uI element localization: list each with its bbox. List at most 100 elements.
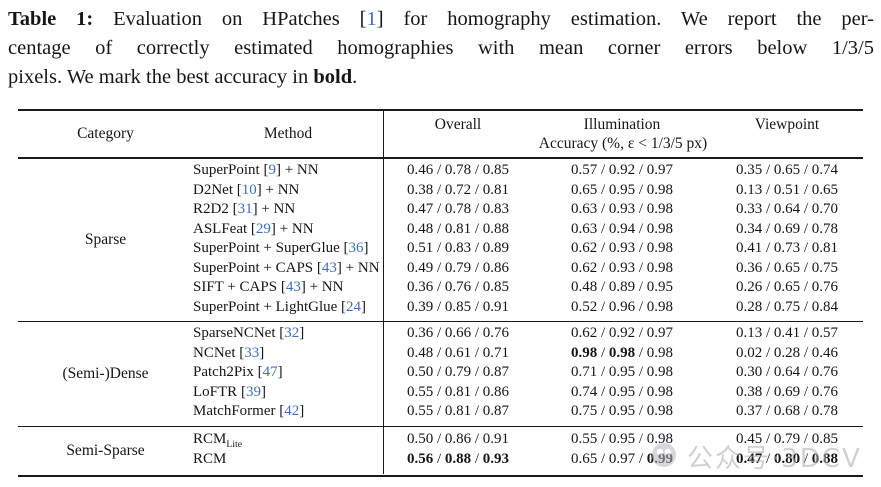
illumination-value-cell: 0.63 / 0.93 / 0.98 [570, 201, 674, 217]
method-cell: NCNet [33] [193, 344, 265, 361]
table-bottom-rule [18, 474, 863, 477]
viewpoint-value-cell: 0.13 / 0.51 / 0.65 [735, 181, 839, 198]
citation-link[interactable]: 43 [285, 279, 301, 295]
method-cell: RCM [193, 450, 227, 467]
viewpoint-value-cell: 0.33 / 0.64 / 0.70 [735, 201, 839, 217]
illumination-value-cell: 0.75 / 0.95 / 0.98 [570, 403, 674, 420]
overall-value-cell: 0.48 / 0.61 / 0.71 [406, 344, 510, 361]
illumination-value-cell: 0.48 / 0.89 / 0.95 [570, 279, 674, 295]
illumination-value-cell: 0.71 / 0.95 / 0.98 [570, 364, 674, 381]
overall-value-cell: 0.39 / 0.85 / 0.91 [406, 298, 510, 315]
viewpoint-value-cell: 0.34 / 0.69 / 0.78 [735, 220, 839, 237]
table-header-row: Category Method Overall Illumination Vie… [18, 111, 863, 157]
illumination-value-cell: 0.52 / 0.96 / 0.98 [570, 298, 674, 315]
citation-link[interactable]: 42 [284, 403, 300, 420]
viewpoint-value-cell: 0.38 / 0.69 / 0.76 [735, 383, 839, 400]
citation-link[interactable]: 39 [245, 383, 261, 400]
illumination-value-cell: 0.63 / 0.94 / 0.98 [570, 220, 674, 237]
citation-link[interactable]: 36 [348, 240, 364, 256]
overall-value-cell: 0.38 / 0.72 / 0.81 [406, 181, 510, 198]
table-top-rule [18, 109, 863, 111]
overall-value-cell: 0.50 / 0.79 / 0.87 [406, 364, 510, 381]
table-section: Sparse SuperPoint [9] + NN 0.46 / 0.78 / 0… [18, 159, 863, 321]
viewpoint-value-cell: 0.26 / 0.65 / 0.76 [735, 279, 839, 295]
category-label: (Semi-)Dense [62, 364, 149, 382]
overall-value-cell: 0.56 / 0.88 / 0.93 [406, 450, 510, 467]
illumination-value-cell: 0.62 / 0.93 / 0.98 [570, 259, 674, 276]
illumination-value-cell: 0.98 / 0.98 / 0.98 [570, 344, 674, 361]
header-metric-group: Overall Illumination Viewpoint Accuracy … [383, 111, 863, 157]
caption-line: Table 1: Evaluation on HPatches [1] for … [8, 8, 874, 30]
overall-value-cell: 0.50 / 0.86 / 0.91 [406, 430, 510, 447]
table-caption: Table 1: Evaluation on HPatches [1] for … [8, 5, 874, 92]
method-cell: R2D2 [31] + NN [193, 201, 296, 217]
header-bottom-rule [18, 157, 863, 159]
header-overall: Overall [434, 115, 482, 133]
citation-link[interactable]: 43 [321, 259, 337, 276]
header-accuracy-note: Accuracy (%, ε < 1/3/5 px) [538, 134, 708, 152]
viewpoint-value-cell: 0.28 / 0.75 / 0.84 [735, 298, 839, 315]
category-label: Sparse [84, 231, 127, 248]
column-divider [383, 111, 384, 474]
illumination-value-cell: 0.62 / 0.92 / 0.97 [570, 325, 674, 342]
viewpoint-value-cell: 0.47 / 0.80 / 0.88 [735, 450, 839, 467]
method-cell: SuperPoint + SuperGlue [36] [193, 240, 369, 256]
viewpoint-value-cell: 0.37 / 0.68 / 0.78 [735, 403, 839, 420]
method-cell: RCMLite [193, 430, 243, 450]
viewpoint-value-cell: 0.13 / 0.41 / 0.57 [735, 325, 839, 342]
citation-link[interactable]: 33 [244, 344, 260, 361]
illumination-value-cell: 0.65 / 0.95 / 0.98 [570, 181, 674, 198]
illumination-value-cell: 0.62 / 0.93 / 0.98 [570, 240, 674, 256]
viewpoint-value-cell: 0.45 / 0.79 / 0.85 [735, 430, 839, 447]
method-cell: SparseNCNet [32] [193, 325, 305, 342]
viewpoint-value-cell: 0.41 / 0.73 / 0.81 [735, 240, 839, 256]
overall-value-cell: 0.48 / 0.81 / 0.88 [406, 220, 510, 237]
method-cell: MatchFormer [42] [193, 403, 305, 420]
illumination-value-cell: 0.57 / 0.92 / 0.97 [570, 162, 674, 178]
overall-value-cell: 0.55 / 0.81 / 0.86 [406, 383, 510, 400]
citation-link[interactable]: 24 [346, 298, 362, 315]
viewpoint-value-cell: 0.35 / 0.65 / 0.74 [735, 162, 839, 178]
section-divider-rule [18, 321, 863, 323]
method-subscript: Lite [226, 438, 243, 450]
citation-link[interactable]: 32 [284, 325, 300, 342]
citation-link[interactable]: 9 [268, 162, 276, 178]
header-method: Method [263, 125, 313, 142]
table-body: Sparse SuperPoint [9] + NN 0.46 / 0.78 / 0… [18, 159, 863, 475]
viewpoint-value-cell: 0.36 / 0.65 / 0.75 [735, 259, 839, 276]
header-category: Category [77, 125, 134, 142]
table-section: Semi-Sparse RCMLite 0.50 / 0.86 / 0.91 0.55… [18, 427, 863, 475]
overall-value-cell: 0.49 / 0.79 / 0.86 [406, 259, 510, 276]
citation-link[interactable]: 10 [241, 181, 257, 198]
overall-value-cell: 0.46 / 0.78 / 0.85 [406, 162, 510, 178]
overall-value-cell: 0.36 / 0.66 / 0.76 [406, 325, 510, 342]
overall-value-cell: 0.51 / 0.83 / 0.89 [406, 240, 510, 256]
citation-link[interactable]: 47 [262, 364, 278, 381]
header-illumination: Illumination [583, 115, 661, 133]
caption-line: centage of correctly estimated homograph… [8, 37, 874, 59]
method-cell: SuperPoint [9] + NN [193, 162, 319, 178]
method-cell: SuperPoint + LightGlue [24] [193, 298, 367, 315]
illumination-value-cell: 0.55 / 0.95 / 0.98 [570, 430, 674, 447]
results-table: Category Method Overall Illumination Vie… [18, 109, 863, 477]
overall-value-cell: 0.36 / 0.76 / 0.85 [406, 279, 510, 295]
overall-value-cell: 0.55 / 0.81 / 0.87 [406, 403, 510, 420]
citation-link[interactable]: 29 [255, 220, 271, 237]
viewpoint-value-cell: 0.30 / 0.64 / 0.76 [735, 364, 839, 381]
illumination-value-cell: 0.65 / 0.97 / 0.99 [570, 450, 674, 467]
illumination-value-cell: 0.74 / 0.95 / 0.98 [570, 383, 674, 400]
caption-line: pixels. We mark the best accuracy in bol… [8, 66, 358, 88]
table-section: (Semi-)Dense SparseNCNet [32] 0.36 / 0.66 … [18, 322, 863, 426]
method-cell: SIFT + CAPS [43] + NN [193, 279, 344, 295]
category-label: Semi-Sparse [66, 441, 145, 459]
method-cell: Patch2Pix [47] [193, 364, 283, 381]
method-cell: LoFTR [39] [193, 383, 266, 400]
overall-value-cell: 0.47 / 0.78 / 0.83 [406, 201, 510, 217]
header-viewpoint: Viewpoint [754, 115, 820, 133]
method-cell: D2Net [10] + NN [193, 181, 300, 198]
citation-link[interactable]: 31 [237, 201, 253, 217]
viewpoint-value-cell: 0.02 / 0.28 / 0.46 [735, 344, 839, 361]
citation-link[interactable]: 1 [366, 8, 377, 30]
method-cell: SuperPoint + CAPS [43] + NN [193, 259, 380, 276]
